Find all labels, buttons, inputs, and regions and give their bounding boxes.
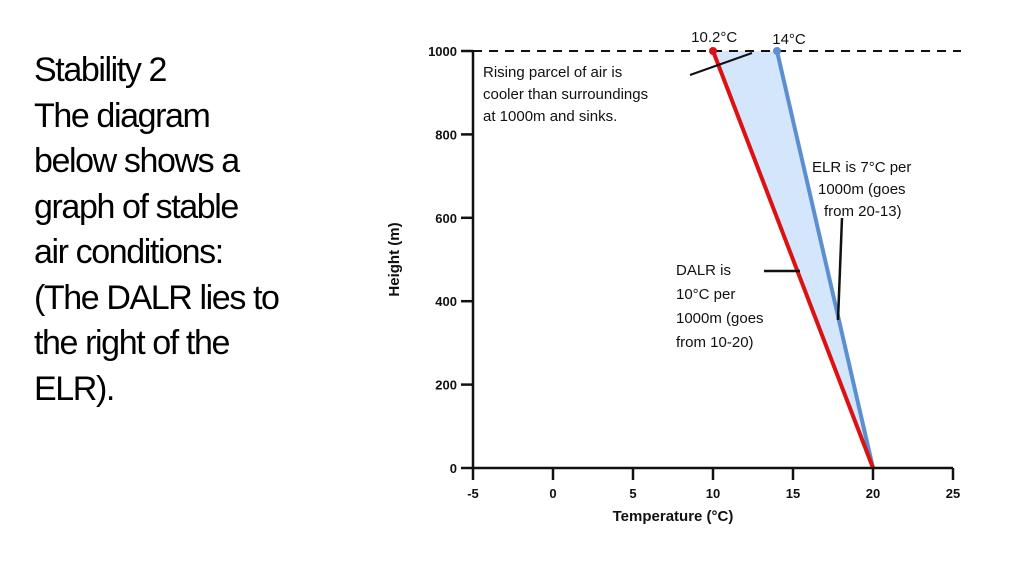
annotation-line: DALR is bbox=[676, 262, 731, 279]
annotation-line: 1000m (goes bbox=[676, 310, 764, 327]
x-tick-label: 15 bbox=[786, 486, 800, 501]
elr-annotation-leader bbox=[836, 217, 844, 321]
annotation-line: at 1000m and sinks. bbox=[483, 108, 617, 125]
annotation-line: ELR is 7°C per bbox=[812, 159, 911, 176]
annotation-line: cooler than surroundings bbox=[483, 86, 648, 103]
slide-body-line: (The DALR lies to bbox=[34, 278, 280, 317]
parcel-annotation: Rising parcel of air is cooler than surr… bbox=[483, 64, 648, 125]
y-ticks: 0 200 400 600 800 1000 bbox=[428, 44, 473, 476]
x-ticks: -5 0 5 10 15 20 25 bbox=[467, 468, 960, 501]
y-tick-label: 1000 bbox=[428, 44, 457, 59]
slide-body-line: ELR). bbox=[34, 369, 115, 408]
x-tick-label: 10 bbox=[706, 486, 720, 501]
elr-annotation: ELR is 7°C per 1000m (goes from 20-13) bbox=[812, 159, 911, 220]
slide-text: Stability 2 The diagram below shows a gr… bbox=[34, 48, 334, 412]
dalr-line bbox=[711, 50, 875, 469]
elr-top-point bbox=[773, 47, 781, 55]
elr-line bbox=[775, 50, 875, 469]
slide-body-line: below shows a bbox=[34, 142, 240, 180]
slide-body-line: graph of stable bbox=[34, 187, 239, 226]
annotation-line: Rising parcel of air is bbox=[483, 64, 622, 81]
slide-body-line: the right of the bbox=[34, 324, 230, 362]
x-tick-label: 5 bbox=[629, 486, 636, 501]
dalr-top-point bbox=[709, 47, 717, 55]
x-tick-label: -5 bbox=[467, 486, 479, 501]
annotation-line: 10°C per bbox=[676, 286, 735, 303]
x-tick-label: 25 bbox=[946, 486, 960, 501]
y-tick-label: 200 bbox=[435, 378, 457, 393]
slide-body-line: air conditions: bbox=[34, 233, 224, 271]
y-tick-label: 0 bbox=[450, 461, 457, 476]
y-tick-label: 600 bbox=[435, 211, 457, 226]
parcel-annotation-leader bbox=[689, 52, 753, 76]
annotation-line: from 20-13) bbox=[824, 203, 902, 220]
annotation-line: from 10-20) bbox=[676, 334, 754, 351]
y-tick-label: 400 bbox=[435, 294, 457, 309]
elr-top-temp-label: 14°C bbox=[772, 31, 806, 48]
dalr-top-temp-label: 10.2°C bbox=[691, 29, 737, 46]
x-axis-title: Temperature (°C) bbox=[613, 508, 734, 525]
x-tick-label: 20 bbox=[866, 486, 880, 501]
y-axis-title: Height (m) bbox=[386, 222, 403, 296]
slide-body-line: The diagram bbox=[34, 96, 211, 135]
y-tick-label: 800 bbox=[435, 127, 457, 142]
slide-title: Stability 2 bbox=[34, 51, 167, 89]
dalr-annotation: DALR is 10°C per 1000m (goes from 10-20) bbox=[676, 262, 764, 351]
annotation-line: 1000m (goes bbox=[818, 181, 906, 198]
x-tick-label: 0 bbox=[549, 486, 556, 501]
